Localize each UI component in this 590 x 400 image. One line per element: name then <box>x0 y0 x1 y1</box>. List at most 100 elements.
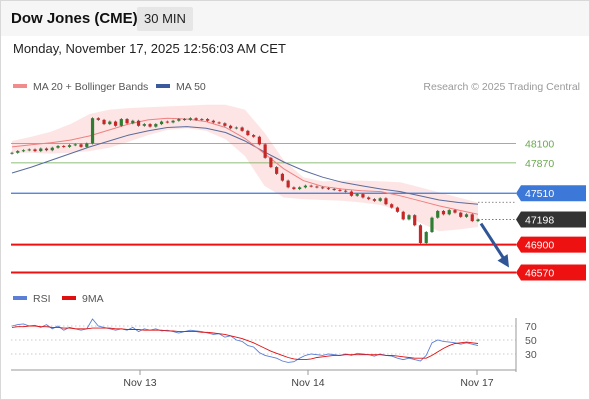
candle-body <box>252 135 256 137</box>
rsi-legend: RSI 9MA <box>13 293 104 305</box>
candle-body <box>372 199 377 201</box>
resistance-label: 47870 <box>525 158 554 170</box>
timeframe-badge[interactable]: 30 MIN <box>137 7 193 31</box>
support-label: 46900 <box>525 240 554 252</box>
candle-body <box>309 185 313 187</box>
candle-body <box>206 119 210 121</box>
candle-body <box>154 124 158 127</box>
candle-body <box>464 214 469 217</box>
candle-body <box>217 122 221 124</box>
candle-body <box>418 225 423 243</box>
price-levels <box>11 143 516 274</box>
chart-legend: MA 20 + Bollinger Bands MA 50 <box>13 81 206 93</box>
candle-body <box>39 148 43 152</box>
candle-body <box>148 124 152 127</box>
forecast-arrow <box>479 222 509 268</box>
candle-body <box>263 144 267 158</box>
ma50-line <box>11 126 479 205</box>
candle-body <box>298 187 302 190</box>
candle-body <box>338 189 342 191</box>
chart-header: Dow Jones (CME) 30 MIN <box>0 0 590 36</box>
candle-body <box>286 180 290 188</box>
candle-body <box>390 204 394 208</box>
candle-body <box>85 143 89 147</box>
candle-body <box>131 120 135 124</box>
candle-body <box>321 187 325 189</box>
candle-body <box>125 119 129 124</box>
candle-body <box>165 121 169 123</box>
level-labels: 48100 47870 47510 47198 46900 46570 <box>516 139 586 281</box>
candle-body <box>200 119 204 121</box>
candle-body <box>315 186 319 188</box>
candle-body <box>246 130 250 136</box>
candle-body <box>234 127 238 129</box>
legend-label: MA 20 + Bollinger Bands <box>33 81 148 93</box>
candle-body <box>355 194 359 196</box>
candle-body <box>113 121 118 126</box>
time-tick-label: Nov 13 <box>123 377 156 389</box>
pivot-price-tag <box>516 185 586 202</box>
candle-body <box>378 198 382 201</box>
candle-body <box>182 119 187 121</box>
ma20-line <box>11 117 479 215</box>
candle-body <box>349 191 354 196</box>
candle-body <box>303 185 308 188</box>
candle-body <box>395 207 400 212</box>
candle-body <box>96 118 100 120</box>
support-price-tag <box>516 236 586 253</box>
rsi-tick-label: 50 <box>525 335 537 347</box>
resistance-label: 48100 <box>525 139 554 151</box>
candle-body <box>401 211 405 220</box>
candle-body <box>257 136 261 145</box>
rsi-legend-swatch <box>62 296 76 300</box>
current-label: 47198 <box>525 215 554 227</box>
candle-body <box>56 146 60 148</box>
candle-body <box>211 120 215 123</box>
candle-body <box>269 157 273 168</box>
candlesticks <box>10 117 480 245</box>
rsi-legend-swatch <box>13 296 27 300</box>
datetime-label: Monday, November 17, 2025 12:56:03 AM CE… <box>13 41 286 56</box>
time-tick-label: Nov 14 <box>291 377 324 389</box>
support-price-tag <box>516 264 586 281</box>
candle-body <box>436 210 440 218</box>
candle-body <box>67 145 72 147</box>
candle-body <box>413 215 417 226</box>
candle-body <box>10 152 14 154</box>
candle-body <box>90 118 95 144</box>
bollinger-band-area <box>12 104 478 232</box>
credit-text: Research © 2025 Trading Central <box>423 81 580 93</box>
candle-body <box>27 149 31 151</box>
legend-swatch <box>13 84 27 88</box>
candle-body <box>453 210 457 213</box>
arrow-head <box>497 254 509 268</box>
rsi-legend-label: 9MA <box>82 293 104 305</box>
current-price-tag <box>516 211 586 228</box>
legend-label: MA 50 <box>176 81 206 93</box>
candle-body <box>292 187 296 190</box>
candle-body <box>280 173 284 181</box>
candle-body <box>159 121 164 125</box>
candle-body <box>459 212 463 217</box>
candle-body <box>424 232 428 243</box>
candle-body <box>407 215 411 220</box>
candle-body <box>240 127 244 131</box>
candle-body <box>62 146 66 148</box>
support-label: 46570 <box>525 268 554 280</box>
candle-body <box>33 149 37 152</box>
candle-body <box>470 214 474 222</box>
candle-body <box>344 190 348 192</box>
candle-body <box>79 144 83 147</box>
candle-body <box>476 219 480 222</box>
arrow-shaft <box>479 222 507 262</box>
candle-body <box>275 167 279 174</box>
moving-averages <box>11 117 479 215</box>
candle-body <box>361 194 365 198</box>
candle-body <box>367 197 371 200</box>
candle-body <box>136 120 141 126</box>
candle-body <box>229 125 233 129</box>
candle-body <box>73 144 77 146</box>
candle-body <box>177 119 181 121</box>
candle-body <box>171 120 175 123</box>
